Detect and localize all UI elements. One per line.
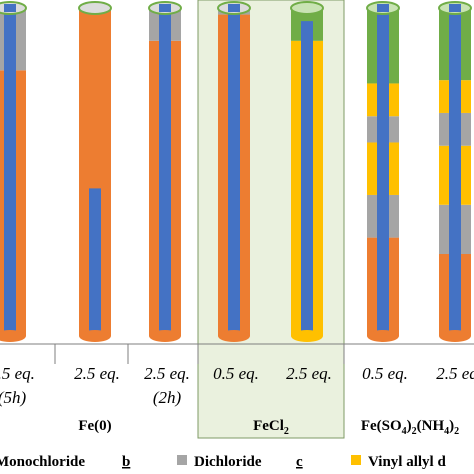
column-base-3 (218, 330, 250, 342)
tick-label-6-0: 2.5 eq (436, 364, 474, 383)
column-base-2 (149, 330, 181, 342)
column-2 (148, 1, 182, 342)
column-top-1 (78, 1, 112, 15)
column-base-1 (79, 330, 111, 342)
tick-label-3-0: 0.5 eq. (213, 364, 259, 383)
inner-bar-3 (228, 8, 240, 336)
column-0 (0, 1, 27, 342)
inner-top-2 (159, 4, 171, 12)
legend-label-0: Monochloride (0, 454, 85, 470)
columns (0, 1, 472, 342)
column-5 (366, 1, 400, 342)
inner-bar-1 (89, 188, 101, 336)
legend-swatch-2 (351, 455, 361, 465)
column-3 (217, 1, 251, 342)
tick-label-2-0: 2.5 eq. (144, 364, 190, 383)
tick-labels: 0.5 eq. (5h) 2.5 eq. 2.5 eq. (2h) 0.5 eq. 2.5 … (0, 344, 474, 407)
tick-label-1-0: 2.5 eq. (74, 364, 120, 383)
column-base-0 (0, 330, 26, 342)
inner-bar-2 (159, 8, 171, 336)
column-base-4 (291, 330, 323, 342)
legend-swatch-1 (177, 455, 187, 465)
group-labels: Fe(0) FeCl2 Fe(SO4)2(NH4)2 (78, 418, 459, 437)
legend-label-1: Dichloride (194, 454, 262, 470)
inner-top-5 (377, 4, 389, 12)
column-base-6 (439, 330, 471, 342)
inner-top-6 (449, 4, 461, 12)
legend-tag-0: b (122, 454, 130, 470)
tick-label-4-0: 2.5 eq. (286, 364, 332, 383)
column-6 (438, 1, 472, 342)
legend-tag-1: c (296, 454, 303, 470)
column-top-4 (290, 1, 324, 15)
legend-label-2: Vinyl allyl d (368, 454, 446, 470)
tick-label-0-0: 0.5 eq. (0, 364, 35, 383)
inner-bar-4 (301, 21, 313, 337)
group-label-0: Fe(0) (78, 418, 111, 434)
inner-bar-5 (377, 8, 389, 336)
group-label-1: FeCl2 (253, 418, 289, 437)
tick-label-0-1: (5h) (0, 388, 26, 407)
column-4 (290, 1, 324, 342)
inner-top-0 (4, 4, 16, 12)
inner-bar-6 (449, 8, 461, 336)
tick-label-2-1: (2h) (153, 388, 182, 407)
tick-label-5-0: 0.5 eq. (362, 364, 408, 383)
group-label-2: Fe(SO4)2(NH4)2 (361, 418, 459, 437)
column-base-5 (367, 330, 399, 342)
legend: Monochloride b Dichloride c Vinyl allyl d (0, 454, 446, 470)
column-1 (78, 1, 112, 342)
inner-bar-0 (4, 8, 16, 336)
inner-top-3 (228, 4, 240, 12)
